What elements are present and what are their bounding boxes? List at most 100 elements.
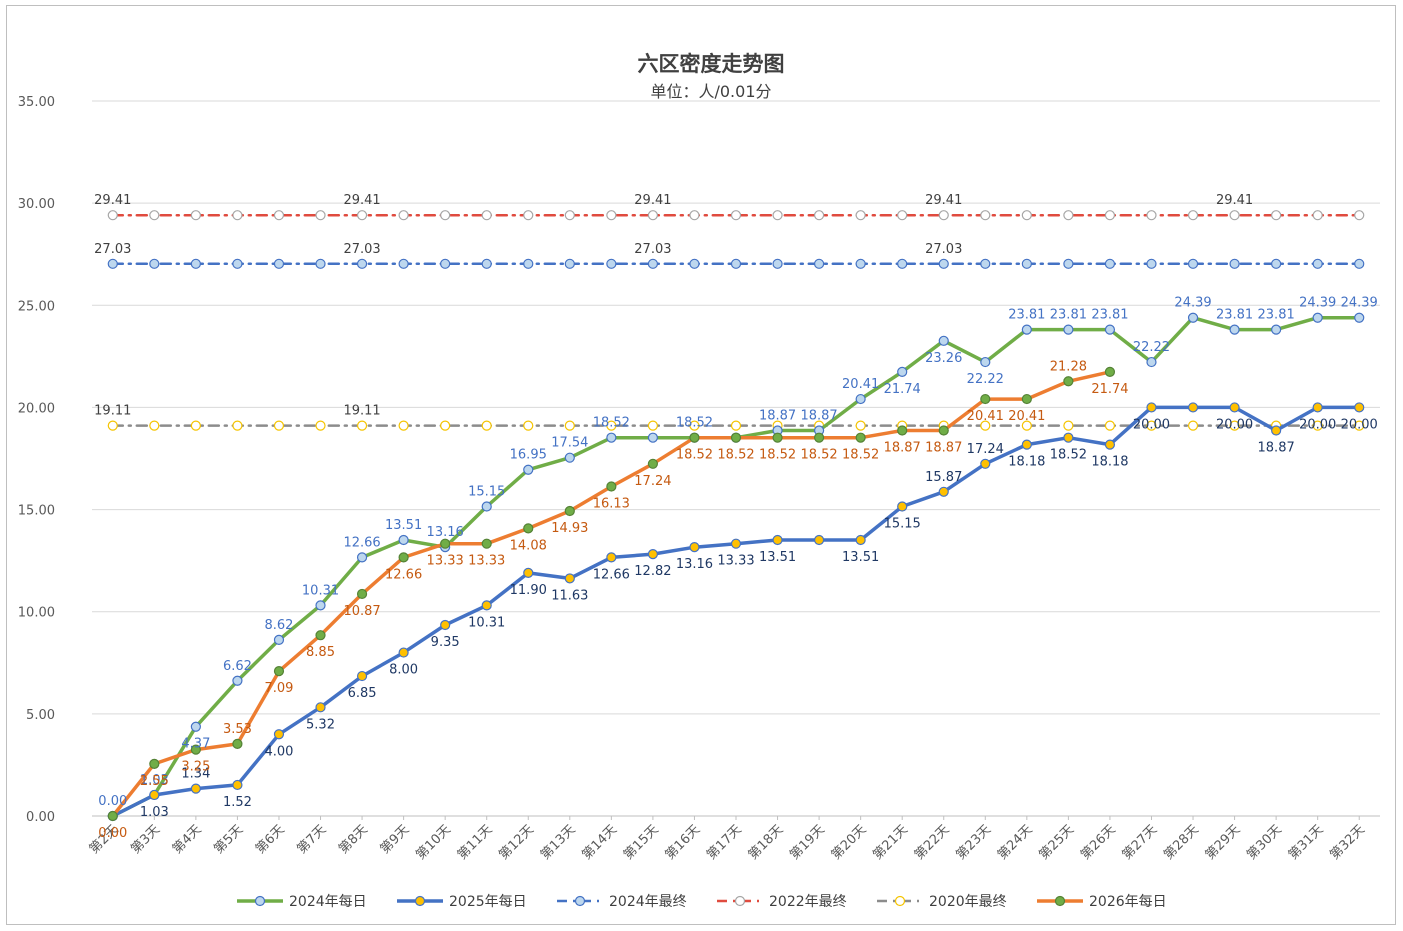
data-label: 13.33 xyxy=(468,554,505,569)
x-tick-label: 第25天 xyxy=(1037,822,1078,863)
legend-item: 2025年每日 xyxy=(397,894,527,910)
legend-swatch-marker xyxy=(414,895,426,907)
data-point xyxy=(606,481,617,492)
series-2026年每日 xyxy=(107,366,1116,822)
data-point xyxy=(190,210,201,221)
y-tick-label: 0.00 xyxy=(26,810,55,825)
data-point xyxy=(772,432,783,443)
data-point xyxy=(606,552,617,563)
data-point xyxy=(647,432,659,443)
data-point xyxy=(606,210,617,221)
data-label: 15.87 xyxy=(925,470,962,485)
data-label: 23.81 xyxy=(1216,308,1253,323)
data-point xyxy=(1021,324,1032,335)
data-point xyxy=(1312,420,1323,431)
data-label: 8.00 xyxy=(389,663,418,678)
data-label: 6.62 xyxy=(223,659,252,674)
data-point xyxy=(149,210,160,221)
data-label: 12.66 xyxy=(385,567,422,582)
y-tick-label: 10.00 xyxy=(18,606,55,621)
data-point xyxy=(440,420,451,431)
x-tick-label: 第13天 xyxy=(538,822,579,863)
data-point xyxy=(980,210,991,221)
data-point xyxy=(689,542,700,553)
data-point xyxy=(606,432,617,443)
data-point xyxy=(564,452,575,463)
data-point xyxy=(1229,402,1240,413)
data-label: 29.41 xyxy=(634,193,671,208)
data-point xyxy=(1063,210,1074,221)
data-point xyxy=(190,783,201,794)
data-point xyxy=(730,538,742,549)
data-point xyxy=(647,258,659,269)
x-tick-label: 第17天 xyxy=(704,822,745,863)
data-point xyxy=(315,600,326,611)
data-point xyxy=(398,258,409,269)
data-point xyxy=(356,210,368,221)
x-tick-label: 第29天 xyxy=(1203,822,1244,863)
data-point xyxy=(855,393,866,405)
data-label: 7.09 xyxy=(264,681,293,696)
data-point xyxy=(1354,420,1365,431)
chart-title: 六区密度走势图 xyxy=(638,52,785,76)
gridlines xyxy=(92,100,1380,817)
x-tick-label: 第14天 xyxy=(579,822,620,863)
data-point xyxy=(481,420,492,431)
x-tick-label: 第12天 xyxy=(496,822,537,863)
data-point xyxy=(232,738,243,749)
data-label: 4.00 xyxy=(264,744,293,759)
data-point xyxy=(606,420,617,431)
data-point xyxy=(1021,439,1032,450)
data-label: 27.03 xyxy=(94,242,131,257)
data-label: 22.22 xyxy=(1133,340,1170,355)
data-point xyxy=(980,458,991,469)
x-tick-label: 第9天 xyxy=(378,822,413,857)
legend-label: 2024年每日 xyxy=(289,894,367,910)
data-point xyxy=(855,534,866,546)
data-label: 27.03 xyxy=(634,242,671,257)
data-point xyxy=(564,505,575,517)
data-point xyxy=(980,393,991,405)
x-tick-label: 第4天 xyxy=(170,822,205,857)
data-point xyxy=(772,210,783,221)
data-point xyxy=(273,420,285,431)
data-point xyxy=(1271,425,1282,436)
data-label: 27.03 xyxy=(925,242,962,257)
data-label: 5.32 xyxy=(306,717,335,732)
data-label: 16.95 xyxy=(510,448,547,463)
data-label: 13.33 xyxy=(427,554,464,569)
data-point xyxy=(1063,324,1074,335)
data-point xyxy=(523,258,534,269)
data-point xyxy=(1271,210,1282,221)
legend-swatch-marker xyxy=(894,895,906,907)
data-label: 0.00 xyxy=(98,794,127,809)
x-tick-label: 第28天 xyxy=(1161,822,1202,863)
data-point xyxy=(107,810,118,822)
x-tick-label: 第8天 xyxy=(336,822,371,857)
data-point xyxy=(1021,420,1032,431)
y-tick-label: 20.00 xyxy=(18,401,55,416)
legend-label: 2022年最终 xyxy=(769,894,847,910)
data-point xyxy=(1312,210,1323,221)
data-point xyxy=(1104,258,1116,269)
data-point xyxy=(855,210,866,221)
data-point xyxy=(689,210,700,221)
data-point xyxy=(1354,402,1365,413)
data-point xyxy=(1187,312,1199,323)
data-label: 18.52 xyxy=(1050,448,1087,463)
y-axis: 0.00 5.00 10.00 15.00 20.00 25.00 30.00 35.00 xyxy=(18,95,55,825)
data-point xyxy=(1104,439,1116,450)
data-point xyxy=(315,630,326,641)
data-point xyxy=(232,258,243,269)
data-point xyxy=(564,258,575,269)
data-label: 20.41 xyxy=(967,409,1004,424)
data-point xyxy=(440,538,451,549)
y-tick-label: 30.00 xyxy=(18,197,55,212)
chart-subtitle: 单位：人/0.01分 xyxy=(650,82,771,101)
data-label: 29.41 xyxy=(1216,193,1253,208)
legend-item: 2022年最终 xyxy=(717,894,847,910)
y-tick-label: 15.00 xyxy=(18,504,55,519)
y-tick-label: 35.00 xyxy=(18,95,55,110)
data-point xyxy=(938,425,949,436)
x-tick-label: 第16天 xyxy=(663,822,704,863)
